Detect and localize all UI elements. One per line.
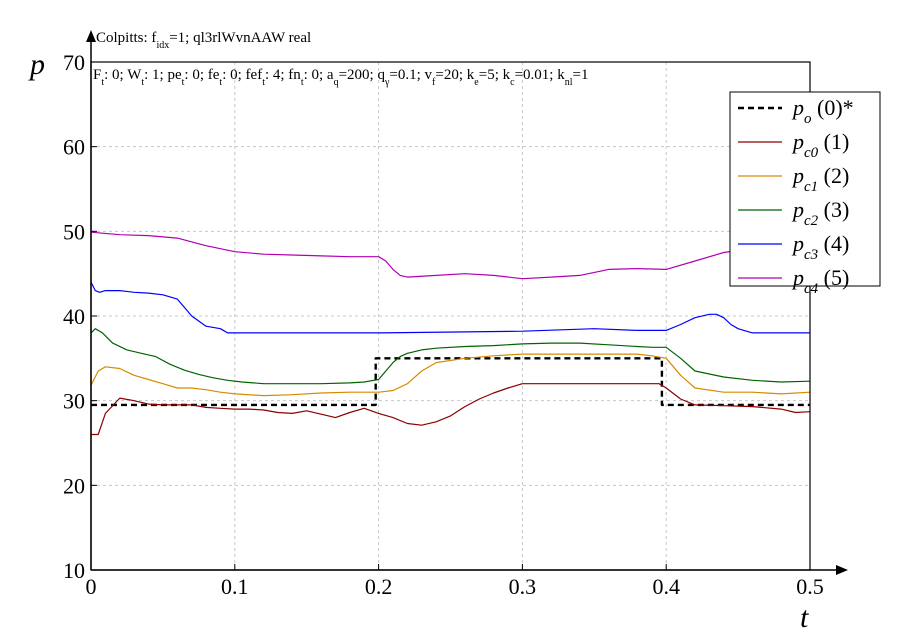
series-line-3: [90, 328, 811, 385]
tick-labels: 0 0.1 0.2 0.3 0.4 0.5 10 20 30 40 50 60 70: [63, 50, 824, 599]
x-tick-label: 0: [86, 574, 97, 599]
y-tick-label: 10: [63, 558, 85, 583]
title-subscript: idx: [156, 40, 169, 51]
param-text: : 1; pe: [144, 67, 182, 83]
param-text: : 4; fn: [265, 67, 301, 83]
param-subscript: e: [474, 77, 479, 88]
series-layer: [90, 231, 811, 436]
y-tick-label: 60: [63, 135, 85, 160]
legend-label-0: po (0)*: [791, 95, 854, 127]
series-line-0: [91, 357, 810, 407]
series-line-2: [90, 353, 811, 397]
legend-label-2: pc1 (2): [791, 163, 849, 195]
y-tick-label: 70: [63, 50, 85, 75]
param-text: =1: [573, 67, 589, 83]
axes: [86, 30, 848, 575]
legend-box: [729, 91, 881, 287]
param-text: =5; k: [479, 67, 511, 83]
x-tick-label: 0.1: [221, 574, 249, 599]
x-axis-arrow: [836, 565, 848, 575]
y-tick-label: 30: [63, 389, 85, 414]
legend-label-3: pc2 (3): [791, 197, 849, 229]
param-subscript: t: [101, 77, 104, 88]
y-tick-label: 50: [63, 219, 85, 244]
parameter-annotation: Ft: 0; Wt: 1; pet: 0; fet: 0; feft: 4; f…: [93, 67, 588, 88]
param-text: : 0; a: [304, 67, 334, 83]
param-subscript: t: [219, 77, 222, 88]
param-text: =200; q: [339, 67, 386, 83]
param-text: F: [93, 67, 101, 83]
param-text: : 0; fef: [222, 67, 262, 83]
param-subscript: f: [432, 77, 436, 88]
param-subscript: t: [141, 77, 144, 88]
legend-label-4: pc3 (4): [791, 231, 849, 263]
param-text: =0.1; v: [389, 67, 432, 83]
param-subscript: t: [182, 77, 185, 88]
y-axis-label: p: [28, 48, 45, 81]
param-subscript: γ: [384, 77, 390, 88]
legend-label-1: pc0 (1): [791, 129, 849, 161]
x-axis-label: t: [800, 601, 809, 633]
title-text: Colpitts: f: [96, 30, 156, 46]
param-text: =20; k: [435, 67, 474, 83]
param-subscript: t: [262, 77, 265, 88]
param-subscript: q: [334, 77, 339, 88]
x-tick-label: 0.4: [652, 574, 680, 599]
chart-title: Colpitts: fidx=1; ql3rlWvnAAW real: [96, 30, 311, 51]
y-tick-label: 20: [63, 473, 85, 498]
y-axis-arrow: [86, 30, 96, 42]
legend-label-5: pc4 (5): [791, 265, 849, 297]
series-line-1: [91, 383, 811, 436]
series-line-4: [90, 281, 810, 334]
param-subscript: c: [510, 77, 515, 88]
series-line-5: [90, 231, 811, 280]
x-tick-label: 0.5: [796, 574, 824, 599]
param-text: =0.01; k: [515, 67, 566, 83]
title-text: =1; ql3rlWvnAAW real: [169, 30, 311, 46]
param-subscript: nl: [565, 77, 573, 88]
param-text: : 0; W: [104, 67, 142, 83]
x-tick-label: 0.2: [365, 574, 393, 599]
param-subscript: t: [301, 77, 304, 88]
y-tick-label: 40: [63, 304, 85, 329]
param-text: : 0; fe: [184, 67, 219, 83]
legend: po (0)*pc0 (1)pc1 (2)pc2 (3)pc3 (4)pc4 (…: [729, 91, 881, 297]
x-tick-label: 0.3: [509, 574, 537, 599]
